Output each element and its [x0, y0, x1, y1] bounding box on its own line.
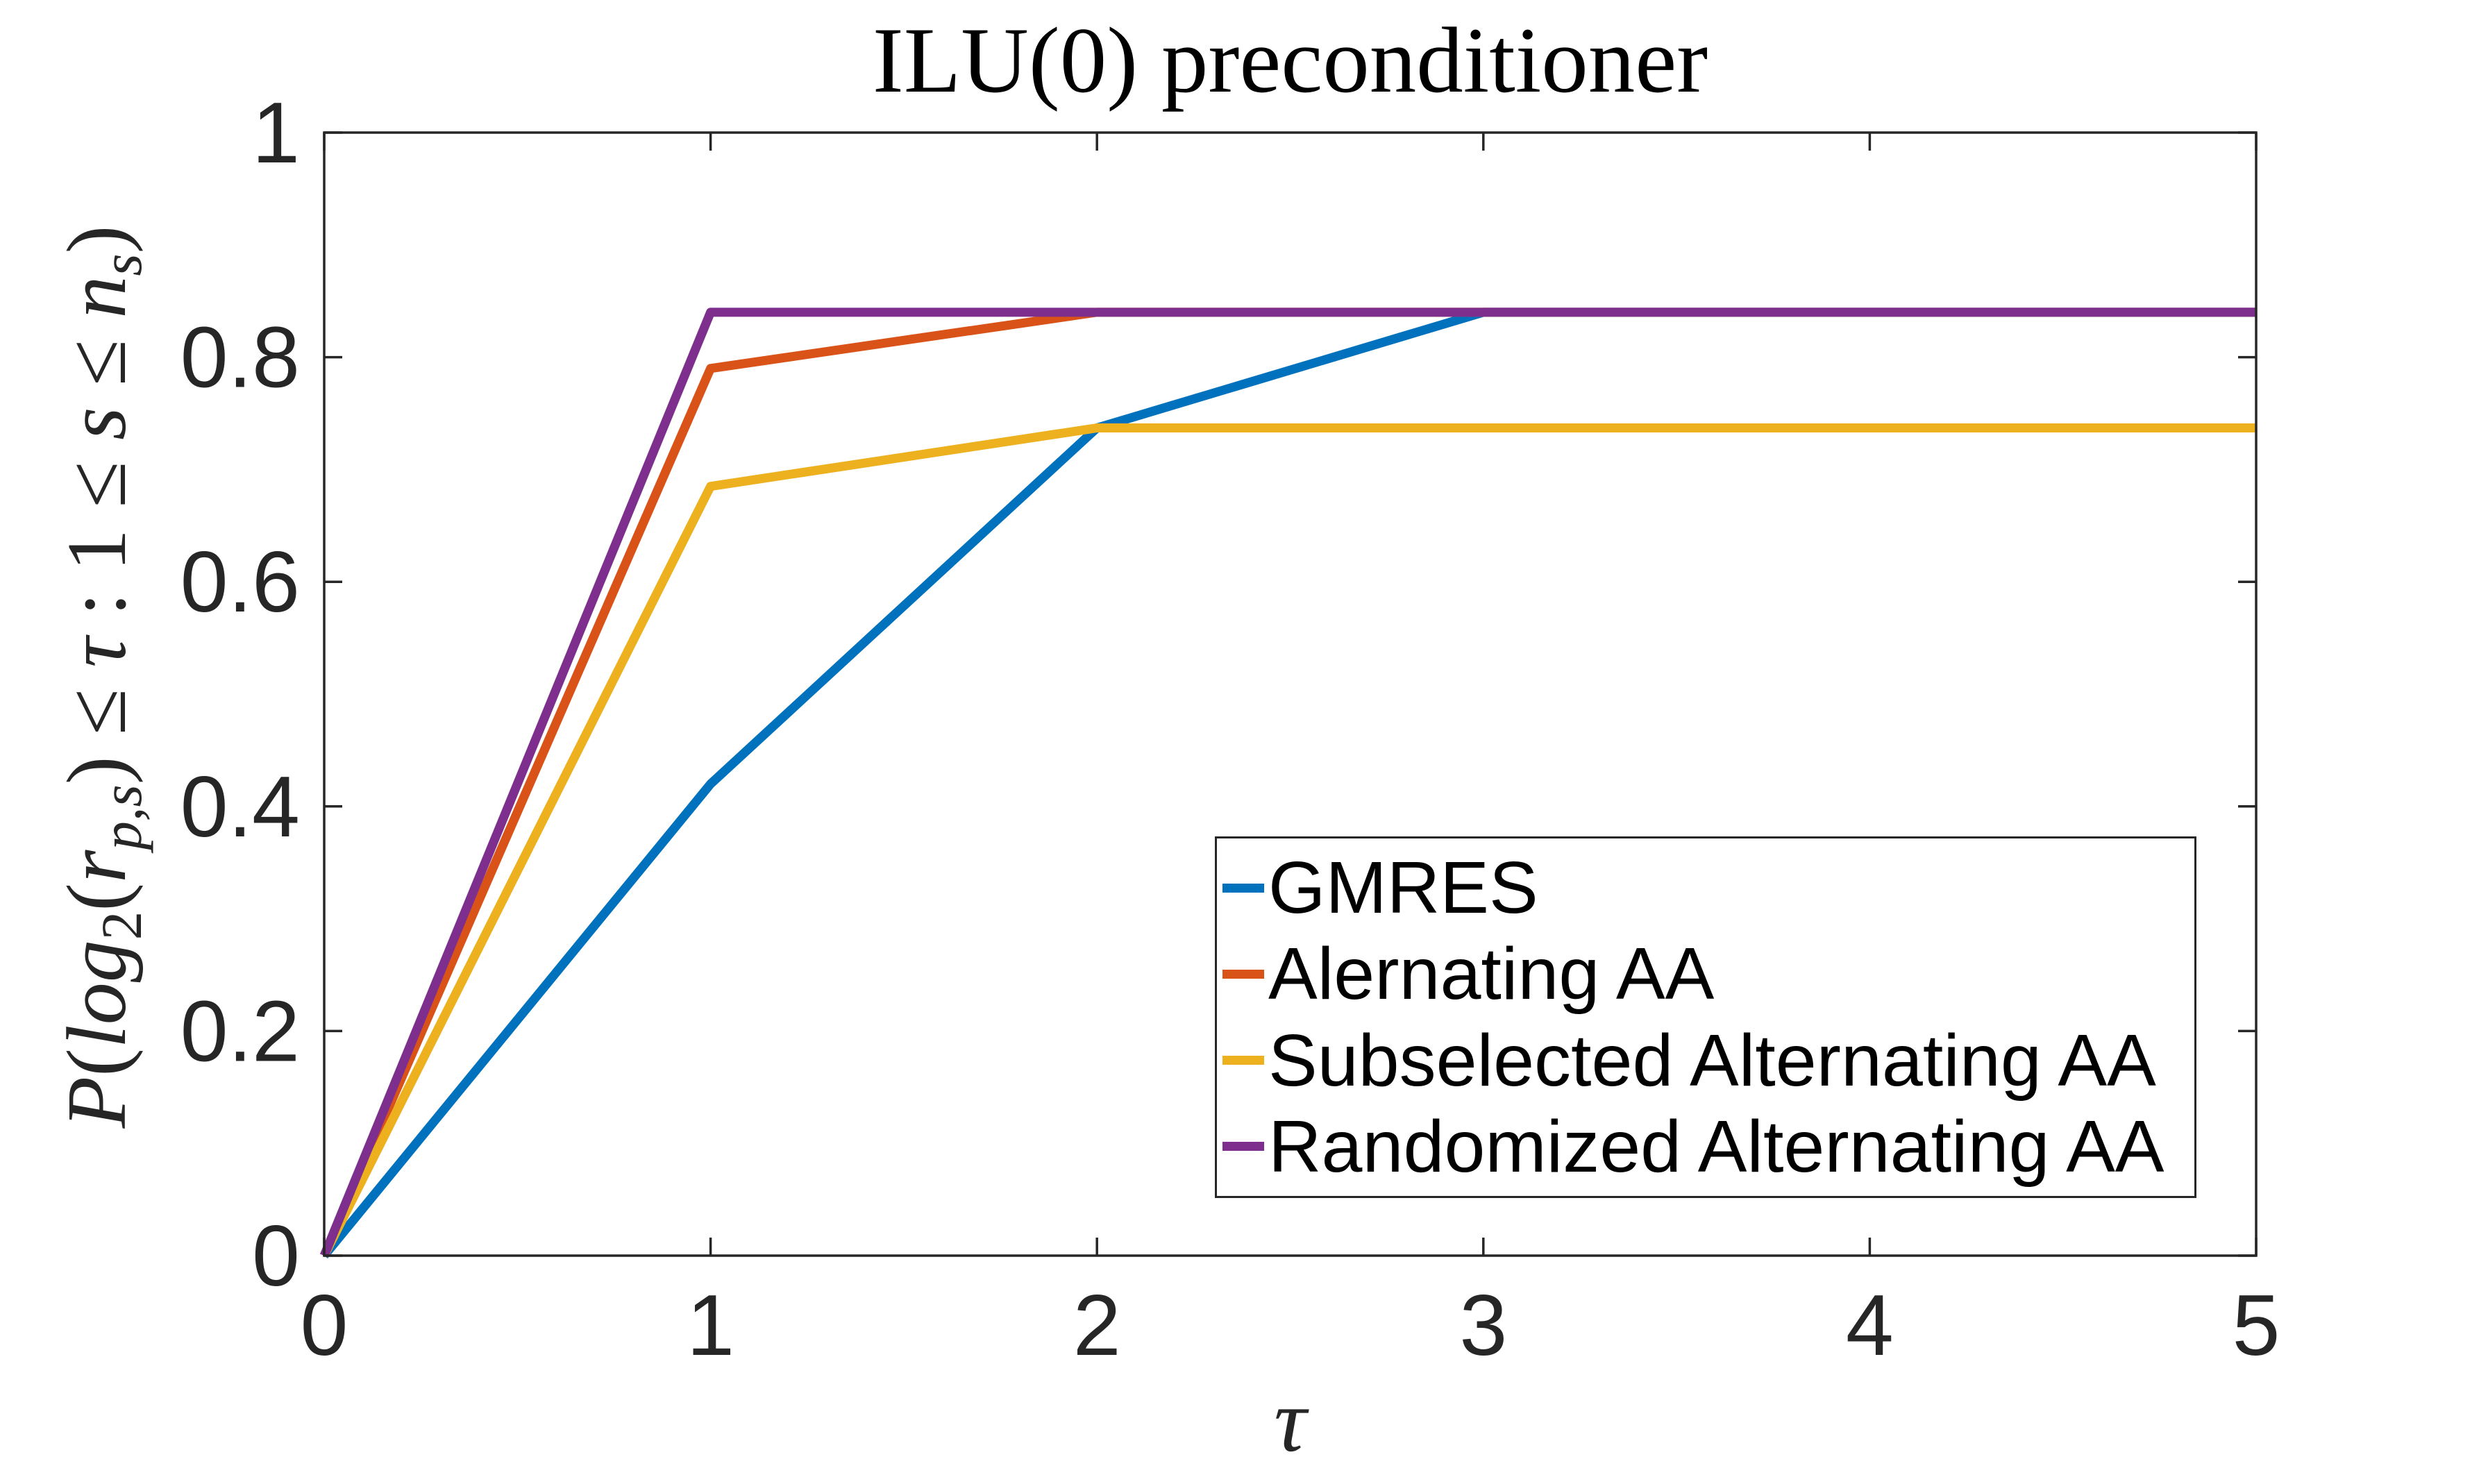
y-axis-label-run: ≤ [49, 667, 144, 757]
y-axis-label-run: 2 [90, 911, 154, 941]
y-axis-label-run: p,s [90, 784, 154, 850]
legend-label-gmres: GMRES [1268, 847, 1538, 929]
series-line-randomized-alternating-aa [319, 307, 2256, 1258]
y-axis-label-run: s [90, 253, 154, 276]
x-tick-label: 5 [2233, 1278, 2280, 1374]
y-axis-label-run: ( [49, 1048, 144, 1077]
y-axis-label-run: ) [49, 756, 144, 785]
y-tick-label: 0.6 [180, 534, 300, 630]
x-axis-label: τ [1274, 1371, 1306, 1471]
y-axis-label-run: r [49, 850, 144, 884]
y-axis-label-run: ) [49, 225, 144, 254]
y-axis-label-run: n [49, 276, 144, 319]
legend-swatch-subselected-alternating-aa [1222, 1056, 1264, 1065]
y-tick-label: 0 [252, 1208, 300, 1304]
y-tick-label: 0.4 [180, 759, 300, 855]
data-series [319, 307, 2256, 1259]
axis-ticks [323, 131, 2258, 1257]
legend-item-subselected-alternating-aa: Subselected Alternating AA [1222, 1024, 2194, 1097]
chart-title: ILU(0) preconditioner [872, 9, 1708, 112]
legend-item-alternating-aa: Alernating AA [1222, 937, 2194, 1011]
y-axis-label: P(log2(rp,s) ≤ τ : 1 ≤ s ≤ ns) [50, 226, 154, 1129]
series-line-subselected-alternating-aa [320, 423, 2256, 1258]
plot-frame [323, 131, 2258, 1257]
y-tick-label: 0.8 [180, 310, 300, 406]
y-axis-label-run: τ [49, 636, 144, 668]
legend-label-randomized-alternating-aa: Randomized Alternating AA [1268, 1105, 2165, 1188]
y-axis-label-run: : 1 ≤ [49, 440, 144, 637]
x-tick-label: 3 [1459, 1278, 1507, 1374]
x-tick-label: 4 [1846, 1278, 1894, 1374]
axis-tick-labels: 0 1 2 3 4 5 0 0.2 0.4 0.6 0.8 1 [180, 85, 2280, 1374]
y-axis-label-run: ≤ [49, 318, 144, 407]
legend-item-randomized-alternating-aa: Randomized Alternating AA [1222, 1110, 2194, 1183]
legend: GMRES Alernating AA Subselected Alternat… [1215, 836, 2196, 1198]
x-tick-label: 1 [687, 1278, 734, 1374]
x-tick-label: 0 [301, 1278, 348, 1374]
y-axis-label-run: P [49, 1076, 144, 1129]
y-tick-label: 1 [252, 85, 300, 181]
legend-swatch-gmres [1222, 883, 1264, 893]
y-axis-label-run: ( [49, 883, 144, 911]
y-tick-label: 0.2 [180, 984, 300, 1079]
legend-label-alternating-aa: Alernating AA [1268, 933, 1715, 1015]
legend-label-subselected-alternating-aa: Subselected Alternating AA [1268, 1019, 2156, 1102]
y-axis-label-run: s [49, 407, 144, 441]
x-tick-label: 2 [1073, 1278, 1121, 1374]
legend-item-gmres: GMRES [1222, 851, 2194, 925]
y-axis-label-run: log [49, 940, 144, 1049]
legend-swatch-randomized-alternating-aa [1222, 1142, 1264, 1152]
legend-swatch-alternating-aa [1222, 969, 1264, 979]
